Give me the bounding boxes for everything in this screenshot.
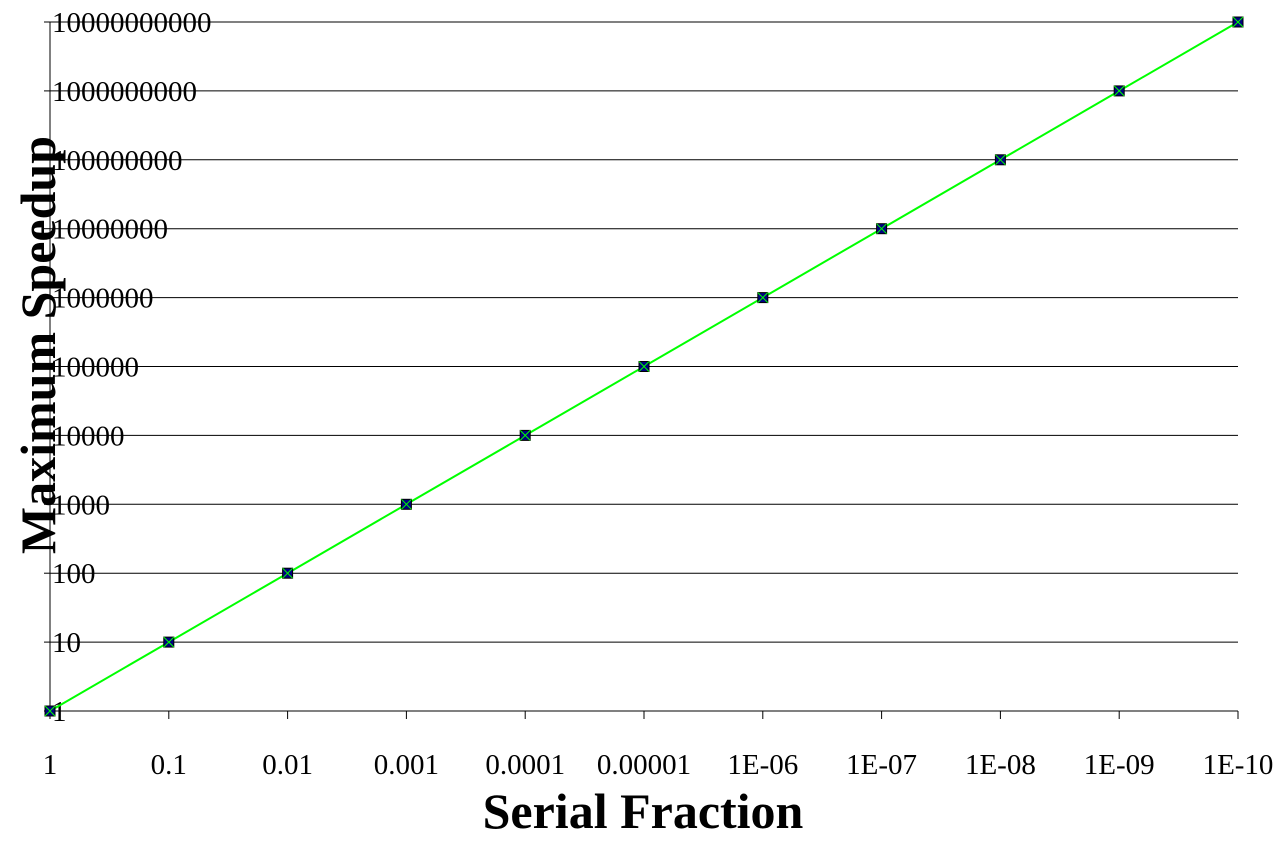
x-tick-label: 0.00001 (597, 749, 691, 781)
x-tick-label: 0.0001 (485, 749, 565, 781)
x-tick-label: 1E-06 (727, 749, 798, 781)
x-tick-label: 0.1 (151, 749, 187, 781)
x-axis-title: Serial Fraction (483, 783, 804, 839)
x-tick-label: 0.001 (374, 749, 439, 781)
series-group (44, 16, 1244, 717)
y-axis-title: Maximum Speedup (10, 136, 66, 554)
y-tick-label: 1000000000 (52, 76, 197, 108)
data-point (44, 705, 56, 717)
data-point (994, 154, 1006, 166)
x-tick-label: 0.01 (262, 749, 313, 781)
data-point (163, 636, 175, 648)
y-tick-label: 1000 (52, 489, 110, 521)
y-tick-label: 100000 (52, 352, 139, 384)
x-tick-label: 1E-07 (846, 749, 917, 781)
x-tick-label: 1E-09 (1084, 749, 1155, 781)
x-tick-labels: 1 0.1 0.01 0.001 0.0001 0.00001 1E-06 1E-07 1E-0… (43, 749, 1274, 781)
data-point (400, 498, 412, 510)
x-tick-label: 1 (43, 749, 58, 781)
y-tick-label: 10000 (52, 420, 125, 452)
y-tick-label: 100 (52, 558, 96, 590)
data-point (1113, 85, 1125, 97)
gridlines (50, 21, 1238, 643)
y-tick-label: 10000000 (52, 214, 168, 246)
y-tick-label: 10 (52, 627, 81, 659)
y-tick-label: 10000000000 (52, 7, 212, 39)
data-point (519, 429, 531, 441)
x-tick-label: 1E-08 (965, 749, 1036, 781)
data-point (1232, 16, 1244, 28)
data-point (876, 223, 888, 235)
y-tick-labels: 1101001000100001000001000000100000001000… (52, 7, 212, 728)
data-point (282, 567, 294, 579)
data-point (757, 292, 769, 304)
y-tick-label: 100000000 (52, 145, 183, 177)
data-point (638, 361, 650, 372)
y-tick-label: 1000000 (52, 283, 154, 315)
axes (44, 21, 1239, 719)
x-tick-label: 1E-10 (1203, 749, 1274, 781)
